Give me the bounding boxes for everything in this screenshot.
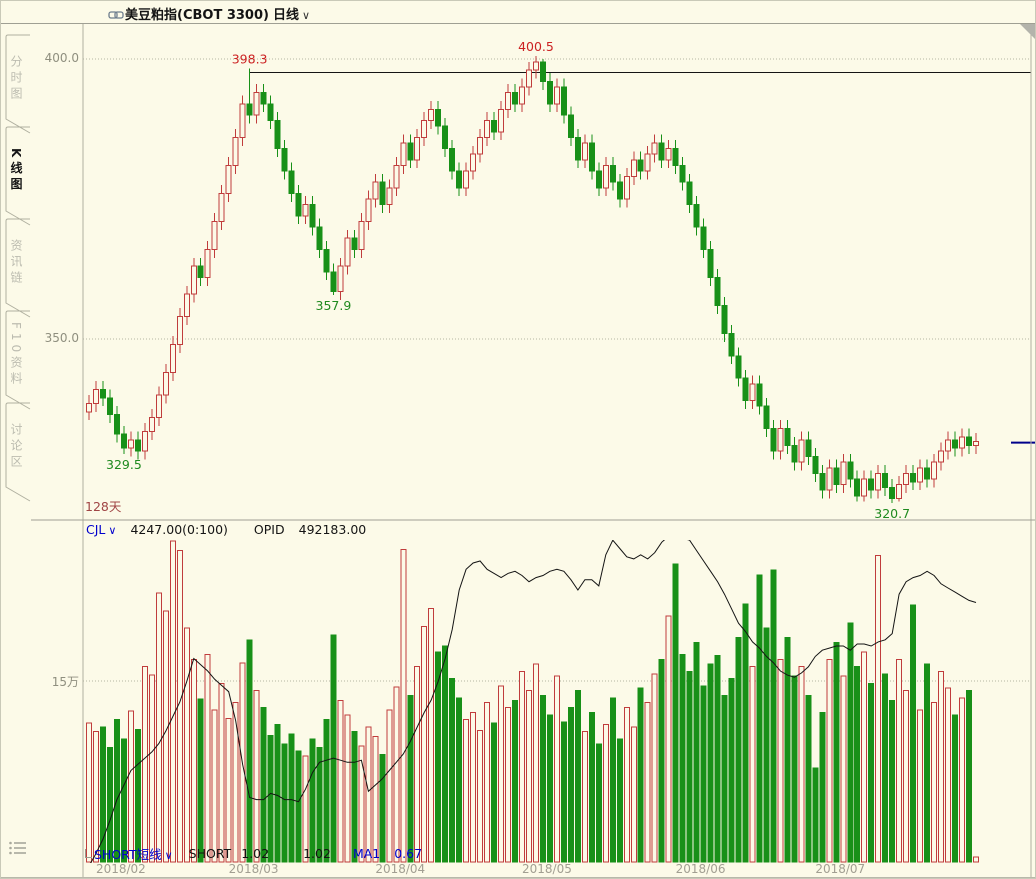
x-axis-label: 2018/04 — [375, 862, 426, 876]
indicator-text: OPID — [253, 522, 285, 537]
indicator-text: SHORT — [188, 846, 232, 861]
sidebar-tab-label: K线图 — [9, 148, 23, 194]
chevron-down-icon: ∨ — [302, 9, 311, 22]
instrument-title: 美豆粕指(CBOT 3300) — [125, 8, 269, 23]
chevron-down-icon: ∨ — [108, 524, 117, 537]
period-label: 日线 — [273, 8, 300, 23]
sidebar-tab-news-chain[interactable]: 资讯链 — [6, 223, 27, 303]
indicator-text: CJL — [86, 522, 106, 537]
short-indicator-value: 1.02 — [303, 846, 331, 861]
sidebar-tabs: 分时图 K线图资讯链 F10资料讨论区 — [1, 23, 31, 878]
sidebar-tab-discussion-board[interactable]: 讨论区 — [6, 407, 27, 487]
list-menu-icon[interactable] — [8, 840, 28, 859]
period-dropdown[interactable]: 日线 ∨ — [273, 4, 310, 23]
sidebar-tab-f10-info[interactable]: F10资料 — [6, 315, 27, 395]
sidebar-tab-label: 资讯链 — [9, 239, 23, 287]
price-annotation: 357.9 — [316, 298, 352, 313]
indicator-text: 492183.00 — [298, 522, 367, 537]
fold-corner-icon — [1020, 24, 1035, 39]
cjl-indicator-value: 4247.00(0:100) — [130, 522, 227, 537]
sidebar-tab-label: 分时图 — [9, 55, 23, 103]
header-divider — [1, 23, 1035, 24]
price-annotation: 320.7 — [874, 506, 910, 521]
sidebar-tab-label: F10资料 — [9, 321, 23, 389]
cjl-indicator-value: OPID — [254, 522, 285, 537]
x-axis-label: 2018/03 — [228, 862, 279, 876]
x-axis-label: 2018/05 — [522, 862, 572, 876]
collapse-corner-icon — [85, 849, 92, 858]
chevron-down-icon: ∨ — [164, 849, 173, 862]
short-indicator-value: SHORT — [189, 846, 232, 861]
indicator-text: 1.02 — [241, 846, 270, 861]
volume-indicator-row: CJL ∨ 4247.00(0:100) OPID 492183.00 — [86, 521, 366, 538]
window-bottom-strip — [1, 877, 1035, 878]
short-indicator-value: 0.67 — [394, 846, 422, 861]
cjl-indicator-value: 492183.00 — [299, 522, 367, 537]
indicator-text: SHORT短线 — [94, 847, 162, 862]
price-annotation: 329.5 — [106, 457, 142, 472]
short-indicator-value: 1.02 — [241, 846, 269, 861]
price-annotation: 398.3 — [232, 52, 268, 67]
x-axis-label: 2018/02 — [95, 862, 146, 876]
cjl-indicator-dropdown[interactable]: CJL ∨ — [86, 522, 116, 537]
indicator-text: 1.02 — [303, 846, 331, 861]
sidebar-tab-label: 讨论区 — [9, 423, 23, 471]
header-bar: 美豆粕指(CBOT 3300) 日线 ∨ — [1, 1, 1035, 23]
sidebar-tab-time-share-chart[interactable]: 分时图 — [6, 39, 27, 119]
short-indicator-dropdown[interactable]: SHORT短线 ∨ — [94, 844, 173, 863]
indicator-text: 4247.00(0:100) — [130, 522, 228, 537]
price-annotation: 400.5 — [518, 39, 554, 54]
indicator-text: 0.67 — [394, 846, 423, 861]
volume-axis-label: 15万 — [51, 675, 79, 689]
x-axis-label: 2018/07 — [815, 862, 866, 876]
sidebar-tab-kline-chart[interactable]: K线图 — [6, 131, 27, 211]
bar-count-label: 128天 — [85, 499, 122, 514]
indicator-text: MA1 — [352, 846, 381, 861]
short-indicator-value: MA1 — [353, 846, 380, 861]
price-axis-label: 400.0 — [44, 51, 79, 65]
link-icon[interactable] — [108, 6, 125, 25]
price-axis-label: 350.0 — [44, 331, 79, 345]
x-axis-label: 2018/06 — [675, 862, 726, 876]
short-indicator-row: SHORT短线 ∨ SHORT 1.02 1.02 MA1 0.67 — [85, 844, 422, 863]
